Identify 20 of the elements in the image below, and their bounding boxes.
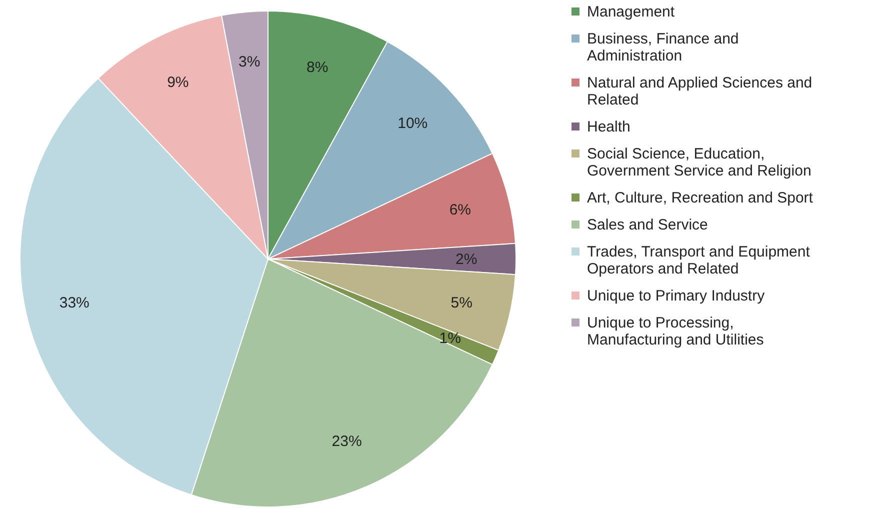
data-label: 1% [439,330,461,347]
data-label: 8% [306,58,328,76]
data-label: 2% [456,251,478,268]
data-label: 33% [59,294,90,312]
legend-label: Business, Finance and Administration [587,30,739,64]
legend-label: Sales and Service [587,216,708,234]
legend-label: Unique to Processing, Manufacturing and Utilities [587,314,764,348]
data-label: 3% [238,53,260,70]
legend-label: Health [587,118,630,136]
data-label: 9% [167,74,189,92]
data-label: 5% [450,294,472,312]
legend-label: Unique to Primary Industry [587,288,766,304]
legend-label: Social Science, Education, Government Service and Religion [587,146,812,180]
legend-label: Management [587,4,676,20]
legend-label: Trades, Transport and Equipment Operators and Related [587,244,811,278]
data-label: 23% [332,433,362,450]
legend-label: Natural and Applied Sciences and Related [587,74,812,108]
data-label: 10% [398,115,428,132]
legend-label: Art, Culture, Recreation and Sport [587,190,814,206]
data-label: 6% [449,202,472,219]
